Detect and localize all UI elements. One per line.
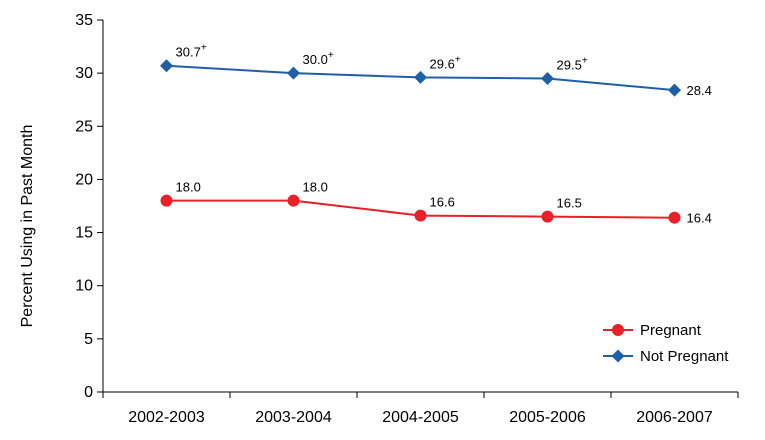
- y-axis-title: Percent Using in Past Month: [19, 125, 36, 328]
- y-tick-label: 15: [75, 225, 93, 242]
- data-label-superscript: +: [582, 55, 588, 66]
- data-label: 30.0+: [303, 50, 334, 67]
- y-tick-label: 25: [75, 118, 93, 135]
- x-tick-label: 2006-2007: [636, 409, 713, 426]
- data-label: 16.4: [687, 211, 712, 226]
- data-label: 28.4: [687, 83, 712, 98]
- data-label: 29.5+: [557, 55, 588, 72]
- data-label: 18.0: [176, 180, 201, 195]
- data-point: [668, 211, 681, 224]
- data-label-superscript: +: [328, 50, 334, 61]
- legend-label: Not Pregnant: [640, 348, 729, 365]
- data-label: 18.0: [303, 180, 328, 195]
- data-point: [541, 71, 554, 85]
- data-label: 16.5: [557, 196, 582, 211]
- data-point: [160, 59, 173, 73]
- y-tick-label: 5: [84, 331, 93, 348]
- data-point: [414, 209, 427, 222]
- y-tick-label: 10: [75, 278, 93, 295]
- legend-marker: [612, 324, 624, 336]
- x-tick-label: 2004-2005: [382, 409, 459, 426]
- y-tick-label: 0: [84, 384, 93, 401]
- series-layer: 18.0 18.0 16.6 16.5 16.4 30.7+ 30.0+ 29.6+ 29.5+…: [160, 43, 712, 226]
- series-pregnant: 18.0 18.0 16.6 16.5 16.4: [160, 180, 712, 226]
- x-tick-label: 2002-2003: [128, 409, 205, 426]
- y-tick-label: 30: [75, 65, 93, 82]
- legend-marker: [611, 349, 625, 363]
- data-point: [541, 210, 554, 223]
- data-point: [160, 194, 173, 207]
- y-tick-label: 35: [75, 12, 93, 29]
- data-label: 30.7+: [176, 43, 207, 60]
- data-point: [668, 83, 681, 97]
- x-tick-label: 2005-2006: [509, 409, 586, 426]
- legend-label: Pregnant: [640, 322, 702, 339]
- legend: Pregnant Not Pregnant: [603, 322, 729, 365]
- x-tick-label: 2003-2004: [255, 409, 332, 426]
- series-not-pregnant: 30.7+ 30.0+ 29.6+ 29.5+ 28.4: [160, 43, 712, 98]
- data-point: [414, 70, 427, 84]
- data-label-superscript: +: [455, 54, 461, 65]
- y-tick-label: 20: [75, 171, 93, 188]
- data-label-superscript: +: [201, 43, 207, 54]
- data-label: 29.6+: [430, 54, 461, 71]
- axes: 0 5 10 15 20 25 30 35 2002-2003 2003-2004 2004-200…: [75, 12, 739, 426]
- data-label: 16.6: [430, 195, 455, 210]
- legend-item: Pregnant: [603, 322, 702, 339]
- data-point: [287, 66, 300, 80]
- legend-item: Not Pregnant: [603, 348, 729, 365]
- data-point: [287, 194, 300, 207]
